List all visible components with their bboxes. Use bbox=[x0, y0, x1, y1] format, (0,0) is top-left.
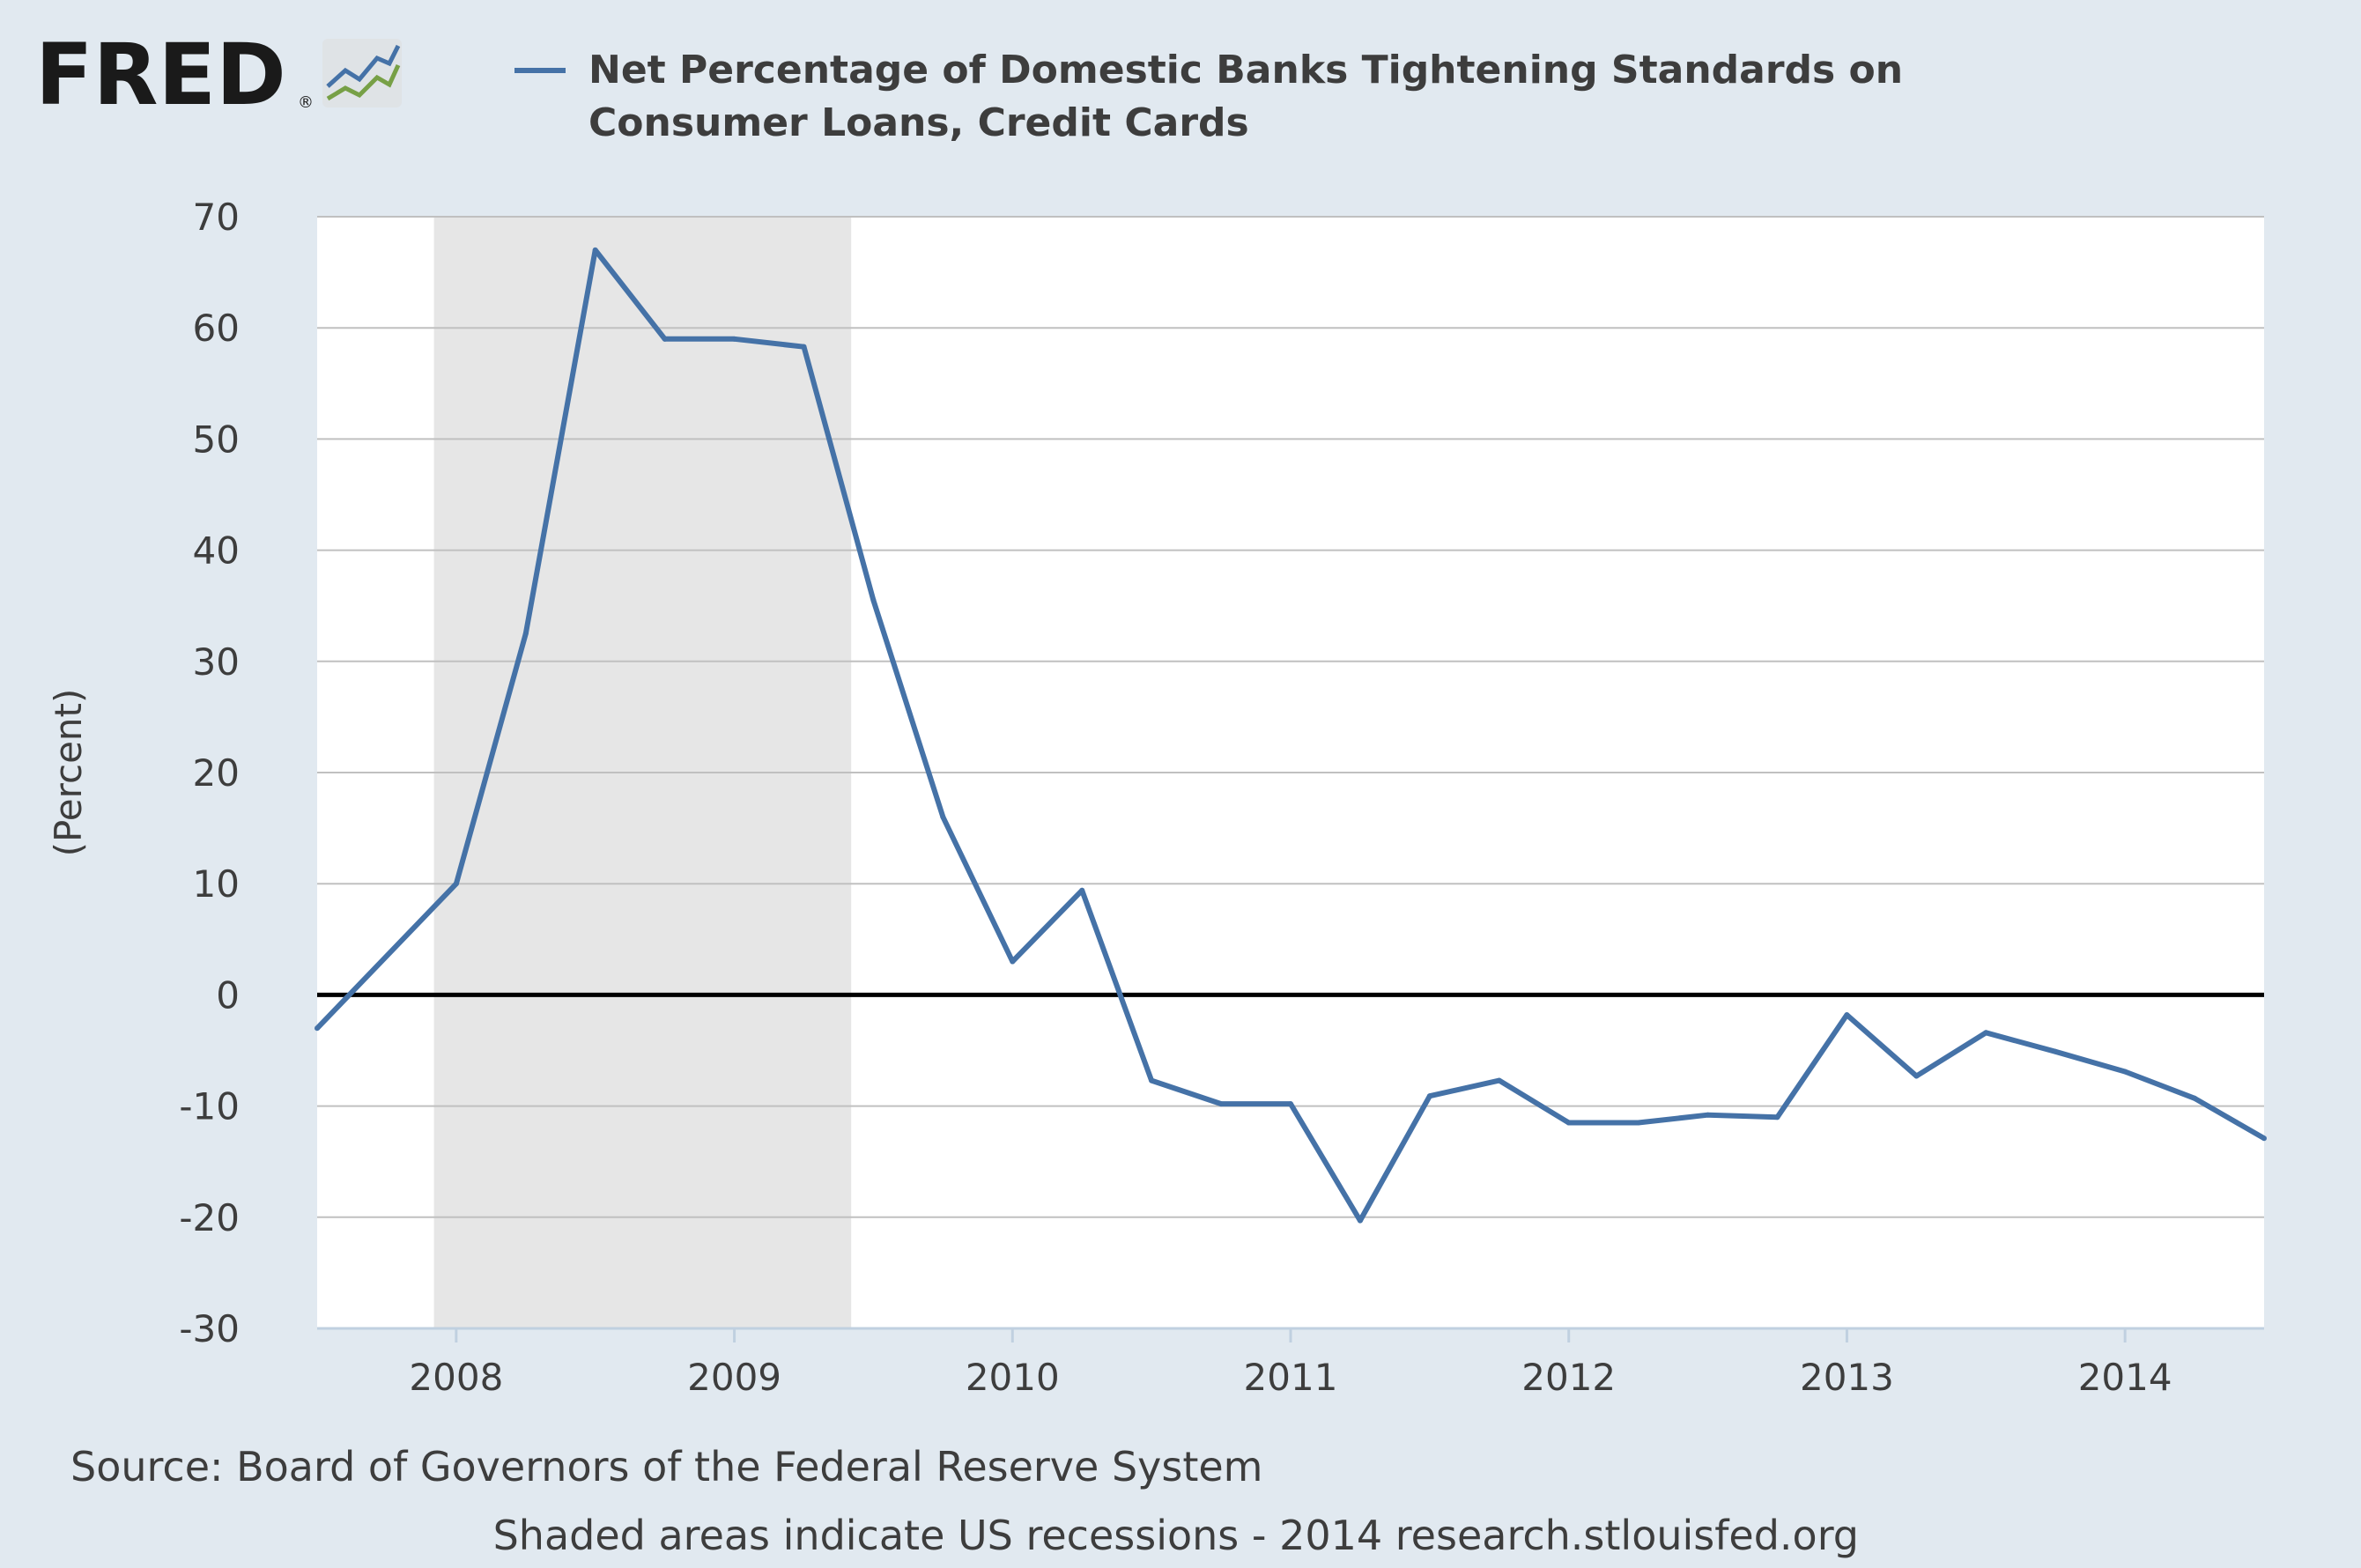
series-line bbox=[315, 247, 2266, 1224]
data-point bbox=[662, 336, 668, 342]
data-point bbox=[940, 814, 946, 820]
y-tick-label: 10 bbox=[193, 862, 240, 906]
legend-line-2: Consumer Loans, Credit Cards bbox=[588, 100, 1249, 145]
logo-text: FRED bbox=[35, 26, 286, 124]
fred-logo[interactable]: FRED ® bbox=[35, 26, 402, 124]
data-point bbox=[1357, 1217, 1363, 1224]
recession-note: Shaded areas indicate US recessions - 20… bbox=[493, 1512, 1859, 1559]
legend-line-1: Net Percentage of Domestic Banks Tighten… bbox=[588, 48, 1903, 92]
x-tick-label: 2012 bbox=[1521, 1356, 1616, 1399]
data-point bbox=[1774, 1114, 1780, 1121]
data-point bbox=[870, 597, 877, 603]
data-point bbox=[453, 881, 459, 887]
data-point bbox=[1705, 1112, 1711, 1118]
x-axis-ticks: 2008 2009 2010 2011 2012 2013 2014 bbox=[409, 1328, 2172, 1399]
registered-mark: ® bbox=[298, 93, 314, 112]
data-point bbox=[801, 344, 807, 350]
data-point bbox=[1496, 1077, 1502, 1084]
data-point bbox=[1010, 958, 1016, 965]
data-point bbox=[1149, 1077, 1155, 1084]
legend: Net Percentage of Domestic Banks Tighten… bbox=[514, 48, 1903, 145]
y-axis-label: (Percent) bbox=[47, 689, 90, 857]
data-point bbox=[2053, 1048, 2059, 1054]
data-point bbox=[1983, 1030, 1989, 1036]
data-point bbox=[1635, 1120, 1641, 1126]
y-tick-label: 40 bbox=[193, 529, 240, 573]
x-tick-label: 2013 bbox=[1800, 1356, 1894, 1399]
y-axis-ticks: 70 60 50 40 30 20 10 0 -10 -20 -30 bbox=[179, 196, 240, 1350]
y-tick-label: -10 bbox=[179, 1085, 240, 1128]
data-point bbox=[2261, 1135, 2267, 1142]
series-layer bbox=[315, 247, 2267, 1224]
y-tick-label: 30 bbox=[193, 640, 240, 684]
y-tick-label: 60 bbox=[193, 307, 240, 350]
y-tick-label: 70 bbox=[193, 196, 240, 239]
data-point bbox=[315, 1025, 320, 1032]
data-point bbox=[2192, 1095, 2198, 1101]
fred-sparkline-icon bbox=[322, 39, 402, 107]
data-point bbox=[1079, 887, 1085, 893]
x-tick-label: 2009 bbox=[687, 1356, 781, 1399]
data-point bbox=[1913, 1073, 1920, 1079]
data-point bbox=[1426, 1093, 1432, 1099]
data-point bbox=[731, 336, 737, 342]
y-tick-label: -20 bbox=[179, 1196, 240, 1239]
data-point bbox=[1218, 1101, 1225, 1107]
x-tick-label: 2011 bbox=[1244, 1356, 1338, 1399]
data-point bbox=[2122, 1069, 2128, 1075]
y-tick-label: 50 bbox=[193, 418, 240, 461]
data-point bbox=[1844, 1012, 1850, 1018]
x-tick-label: 2010 bbox=[966, 1356, 1060, 1399]
y-tick-label: -30 bbox=[179, 1307, 240, 1350]
x-tick-label: 2008 bbox=[409, 1356, 503, 1399]
source-note: Source: Board of Governors of the Federa… bbox=[70, 1443, 1262, 1490]
x-tick-label: 2014 bbox=[2078, 1356, 2172, 1399]
y-tick-label: 0 bbox=[216, 973, 240, 1017]
y-tick-label: 20 bbox=[193, 751, 240, 795]
data-point bbox=[1565, 1120, 1572, 1126]
data-point bbox=[522, 631, 529, 637]
data-point bbox=[1288, 1101, 1293, 1107]
data-point bbox=[592, 247, 598, 253]
